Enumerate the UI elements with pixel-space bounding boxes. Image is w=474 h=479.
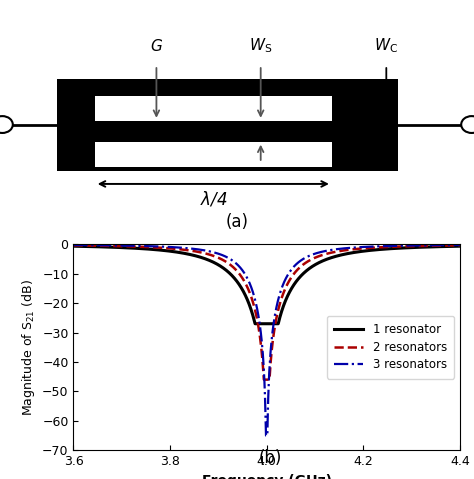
3 resonators: [457, 242, 463, 248]
Legend: 1 resonator, 2 resonators, 3 resonators: 1 resonator, 2 resonators, 3 resonators: [327, 316, 454, 378]
2 resonators: [261, 377, 266, 383]
Text: $\mathit{G}$: $\mathit{G}$: [150, 38, 163, 54]
2 resonators: [457, 242, 463, 248]
Bar: [57, 79, 398, 171]
3 resonators: [426, 242, 432, 248]
Line: 3 resonators: 3 resonators: [73, 245, 460, 435]
Circle shape: [461, 116, 474, 133]
1 resonator: [351, 250, 357, 255]
Circle shape: [0, 116, 13, 133]
Text: (b): (b): [258, 449, 282, 467]
Line: 2 resonators: 2 resonators: [73, 245, 460, 380]
Text: (a): (a): [226, 213, 248, 231]
2 resonators: [71, 242, 76, 248]
Text: $\lambda$/4: $\lambda$/4: [200, 190, 227, 209]
2 resonators: [445, 243, 451, 249]
Text: $\mathit{W}_\mathrm{C}$: $\mathit{W}_\mathrm{C}$: [374, 36, 398, 56]
3 resonators: [71, 242, 76, 248]
X-axis label: Frequency (GHz): Frequency (GHz): [201, 474, 332, 479]
Text: $\mathit{W}_\mathrm{S}$: $\mathit{W}_\mathrm{S}$: [249, 36, 273, 56]
1 resonator: [252, 321, 258, 327]
1 resonator: [457, 243, 463, 249]
2 resonators: [236, 270, 242, 276]
1 resonator: [254, 321, 260, 327]
1 resonator: [236, 281, 242, 287]
Line: 1 resonator: 1 resonator: [73, 246, 460, 324]
3 resonators: [233, 260, 238, 266]
2 resonators: [426, 243, 432, 249]
Y-axis label: Magnitude of S$_{21}$ (dB): Magnitude of S$_{21}$ (dB): [19, 279, 36, 416]
3 resonators: [236, 263, 242, 269]
Bar: [95, 142, 332, 167]
3 resonators: [254, 306, 260, 311]
3 resonators: [351, 245, 357, 251]
2 resonators: [351, 246, 357, 252]
Bar: [95, 96, 332, 121]
Bar: [104, 121, 322, 142]
1 resonator: [445, 243, 451, 249]
1 resonator: [71, 243, 76, 249]
1 resonator: [233, 277, 238, 283]
2 resonators: [233, 267, 238, 273]
3 resonators: [445, 242, 451, 248]
2 resonators: [254, 316, 260, 322]
3 resonators: [263, 433, 269, 438]
1 resonator: [426, 244, 432, 250]
